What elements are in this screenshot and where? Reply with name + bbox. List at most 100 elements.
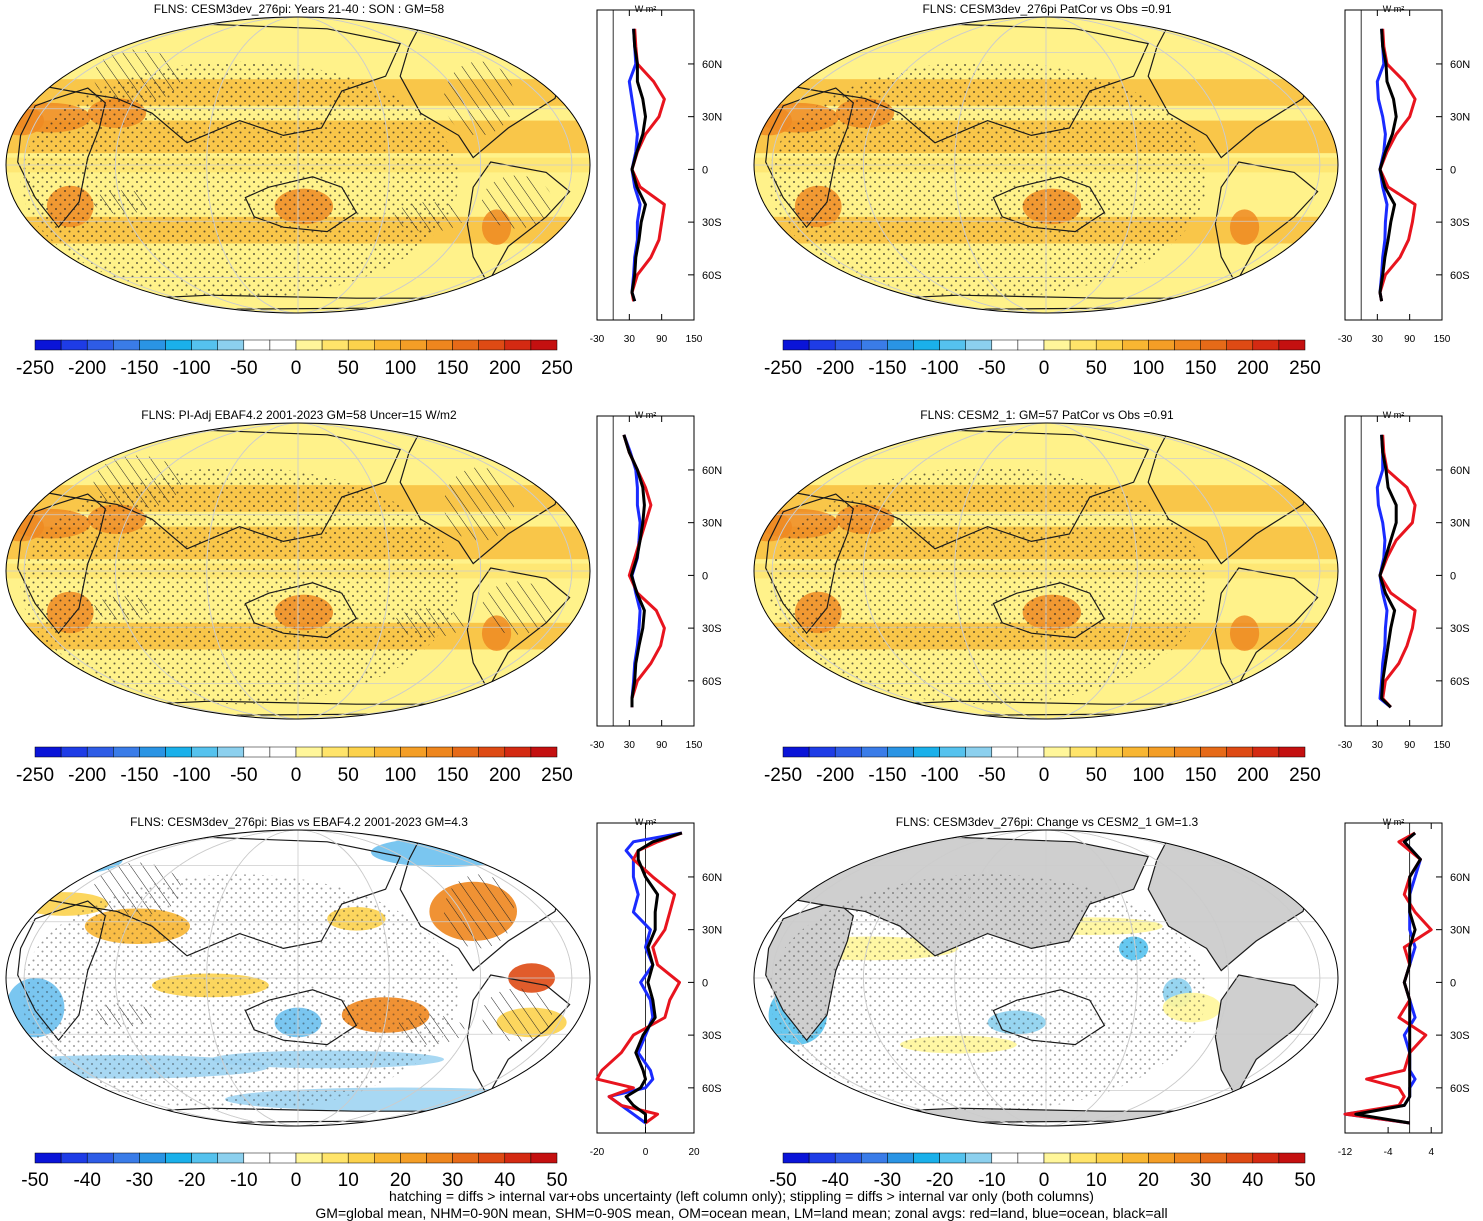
- colorbar-box: [217, 1152, 245, 1164]
- hatch-overlay: [444, 61, 515, 136]
- colorbar-box: [426, 746, 453, 758]
- colorbar-tick-label: 40: [1242, 1170, 1263, 1191]
- colorbar-tick-label: 250: [541, 765, 573, 786]
- colorbar-box: [965, 1152, 993, 1164]
- zonal-x-tick-label: -30: [590, 334, 605, 345]
- colorbar-box: [939, 1152, 966, 1164]
- colorbar-box: [269, 1152, 297, 1164]
- colorbar-box: [861, 1152, 888, 1164]
- colorbar-tick-label: -20: [926, 1170, 953, 1191]
- hot-spot: [1229, 615, 1260, 651]
- colorbar-tick-label: -50: [230, 358, 257, 379]
- colorbar-box: [60, 339, 88, 351]
- zonal-plot-frame: [1344, 822, 1443, 1134]
- colorbar-box: [34, 339, 62, 351]
- continent-outline: [466, 567, 571, 691]
- zonal-plot-frame: [1344, 415, 1443, 727]
- zonal-y-tick-label: 30S: [702, 217, 722, 229]
- zonal-y-tick-label: 30S: [1450, 217, 1470, 229]
- continent-outline: [1214, 161, 1319, 285]
- colorbar-tick-label: 20: [1138, 1170, 1159, 1191]
- zonal-plot-frame: [1344, 9, 1443, 321]
- colorbar-box: [426, 1152, 453, 1164]
- colorbar-box: [113, 1152, 140, 1164]
- stipple-overlay: [20, 467, 459, 705]
- map-border: [753, 16, 1339, 314]
- continent-outline: [466, 161, 571, 285]
- colorbar-box: [1069, 339, 1097, 351]
- colorbar-box: [1122, 1152, 1149, 1164]
- colorbar-tick-label: -100: [173, 765, 211, 786]
- map-1: [754, 17, 1338, 313]
- colorbar-box: [86, 746, 114, 758]
- colorbar-box: [1226, 339, 1254, 351]
- colorbar-box: [861, 746, 888, 758]
- zonal-y-tick-label: 60S: [702, 270, 722, 282]
- colorbar-box: [86, 339, 114, 351]
- colorbar-tick-label: -250: [764, 358, 802, 379]
- colorbar-box: [913, 1152, 940, 1164]
- graticule-lon: [771, 423, 1321, 719]
- colorbar-box: [478, 1152, 506, 1164]
- hot-spot: [1229, 209, 1260, 245]
- colorbar-tick-label: -200: [68, 765, 106, 786]
- colorbar-box: [913, 339, 940, 351]
- zonal-x-tick-label: 150: [1434, 334, 1451, 345]
- colorbar-tick-label: -50: [769, 1170, 796, 1191]
- colorbar-box: [34, 1152, 62, 1164]
- colorbar-box: [808, 339, 836, 351]
- colorbar-tick-label: -150: [868, 358, 906, 379]
- colorbar-box: [113, 339, 140, 351]
- graticule-lon: [23, 17, 573, 313]
- colorbar-box: [1043, 339, 1071, 351]
- zonal-x-tick-label: -30: [590, 740, 605, 751]
- zonal-x-tick-label: 30: [1372, 334, 1384, 345]
- colorbar-tick-label: 30: [1190, 1170, 1211, 1191]
- colorbar-tick-label: 0: [1039, 358, 1050, 379]
- colorbar-box: [86, 1152, 114, 1164]
- zonal-y-tick-label: 60S: [1450, 676, 1470, 688]
- zonal-x-tick-label: -30: [1338, 740, 1353, 751]
- colorbar-tick-label: -10: [230, 1170, 257, 1191]
- colorbar-box: [400, 339, 427, 351]
- colorbar-box: [530, 339, 558, 351]
- colorbar-box: [887, 1152, 914, 1164]
- panel-title: FLNS: CESM3dev_276pi: Change vs CESM2_1 …: [895, 815, 1199, 829]
- panel-title: FLNS: PI-Adj EBAF4.2 2001-2023 GM=58 Unc…: [141, 408, 457, 422]
- colorbar-tick-label: -50: [978, 358, 1005, 379]
- panel-title: FLNS: CESM3dev_276pi: Bias vs EBAF4.2 20…: [130, 815, 468, 829]
- graticule-lon: [206, 423, 390, 719]
- colorbar-tick-label: -250: [16, 358, 54, 379]
- zonal-line-all: [630, 28, 647, 302]
- colorbar-tick-label: -100: [173, 358, 211, 379]
- colorbar-tick-label: 50: [546, 1170, 567, 1191]
- colorbar-tick-label: 0: [291, 765, 302, 786]
- colorbar-box: [861, 339, 888, 351]
- colorbar-tick-label: -50: [978, 765, 1005, 786]
- hatch-overlay: [444, 467, 515, 542]
- colorbar-tick-label: -150: [120, 765, 158, 786]
- continent-outline: [826, 1107, 1257, 1124]
- hatch-overlay: [394, 202, 465, 232]
- colorbar-box: [965, 339, 993, 351]
- colorbar-tick-label: -30: [874, 1170, 901, 1191]
- colorbar-box: [1226, 746, 1254, 758]
- stipple-overlay: [768, 467, 1207, 705]
- colorbar-box: [504, 1152, 532, 1164]
- colorbar-box: [321, 1152, 349, 1164]
- hatch-overlay: [93, 1003, 152, 1027]
- zonal-title: W m²: [635, 4, 657, 14]
- colorbar-box: [1174, 746, 1201, 758]
- continent-outline: [78, 1107, 509, 1124]
- zonal-x-tick-label: 90: [656, 740, 668, 751]
- colorbar-tick-label: -200: [816, 358, 854, 379]
- colorbar-tick-label: 200: [489, 358, 521, 379]
- colorbar-box: [426, 339, 453, 351]
- colorbar-box: [782, 339, 810, 351]
- colorbar-box: [1174, 339, 1201, 351]
- colorbar-box: [243, 339, 271, 351]
- colorbar-box: [139, 339, 166, 351]
- zonal-x-tick-label: 30: [624, 740, 636, 751]
- zonal-x-tick-label: -4: [1384, 1147, 1393, 1158]
- colorbar-box: [295, 746, 323, 758]
